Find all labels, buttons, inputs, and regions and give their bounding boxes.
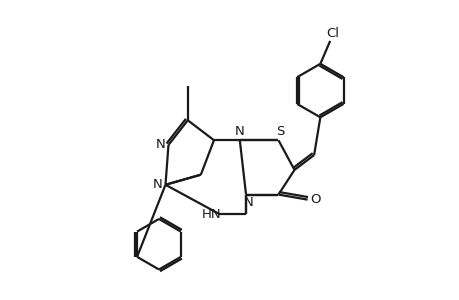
Text: N: N xyxy=(235,125,244,138)
Text: Cl: Cl xyxy=(326,27,339,40)
Text: N: N xyxy=(152,178,162,191)
Text: N: N xyxy=(155,138,165,152)
Text: O: O xyxy=(309,193,319,206)
Text: N: N xyxy=(244,196,253,209)
Text: S: S xyxy=(275,125,284,138)
Text: HN: HN xyxy=(202,208,221,221)
